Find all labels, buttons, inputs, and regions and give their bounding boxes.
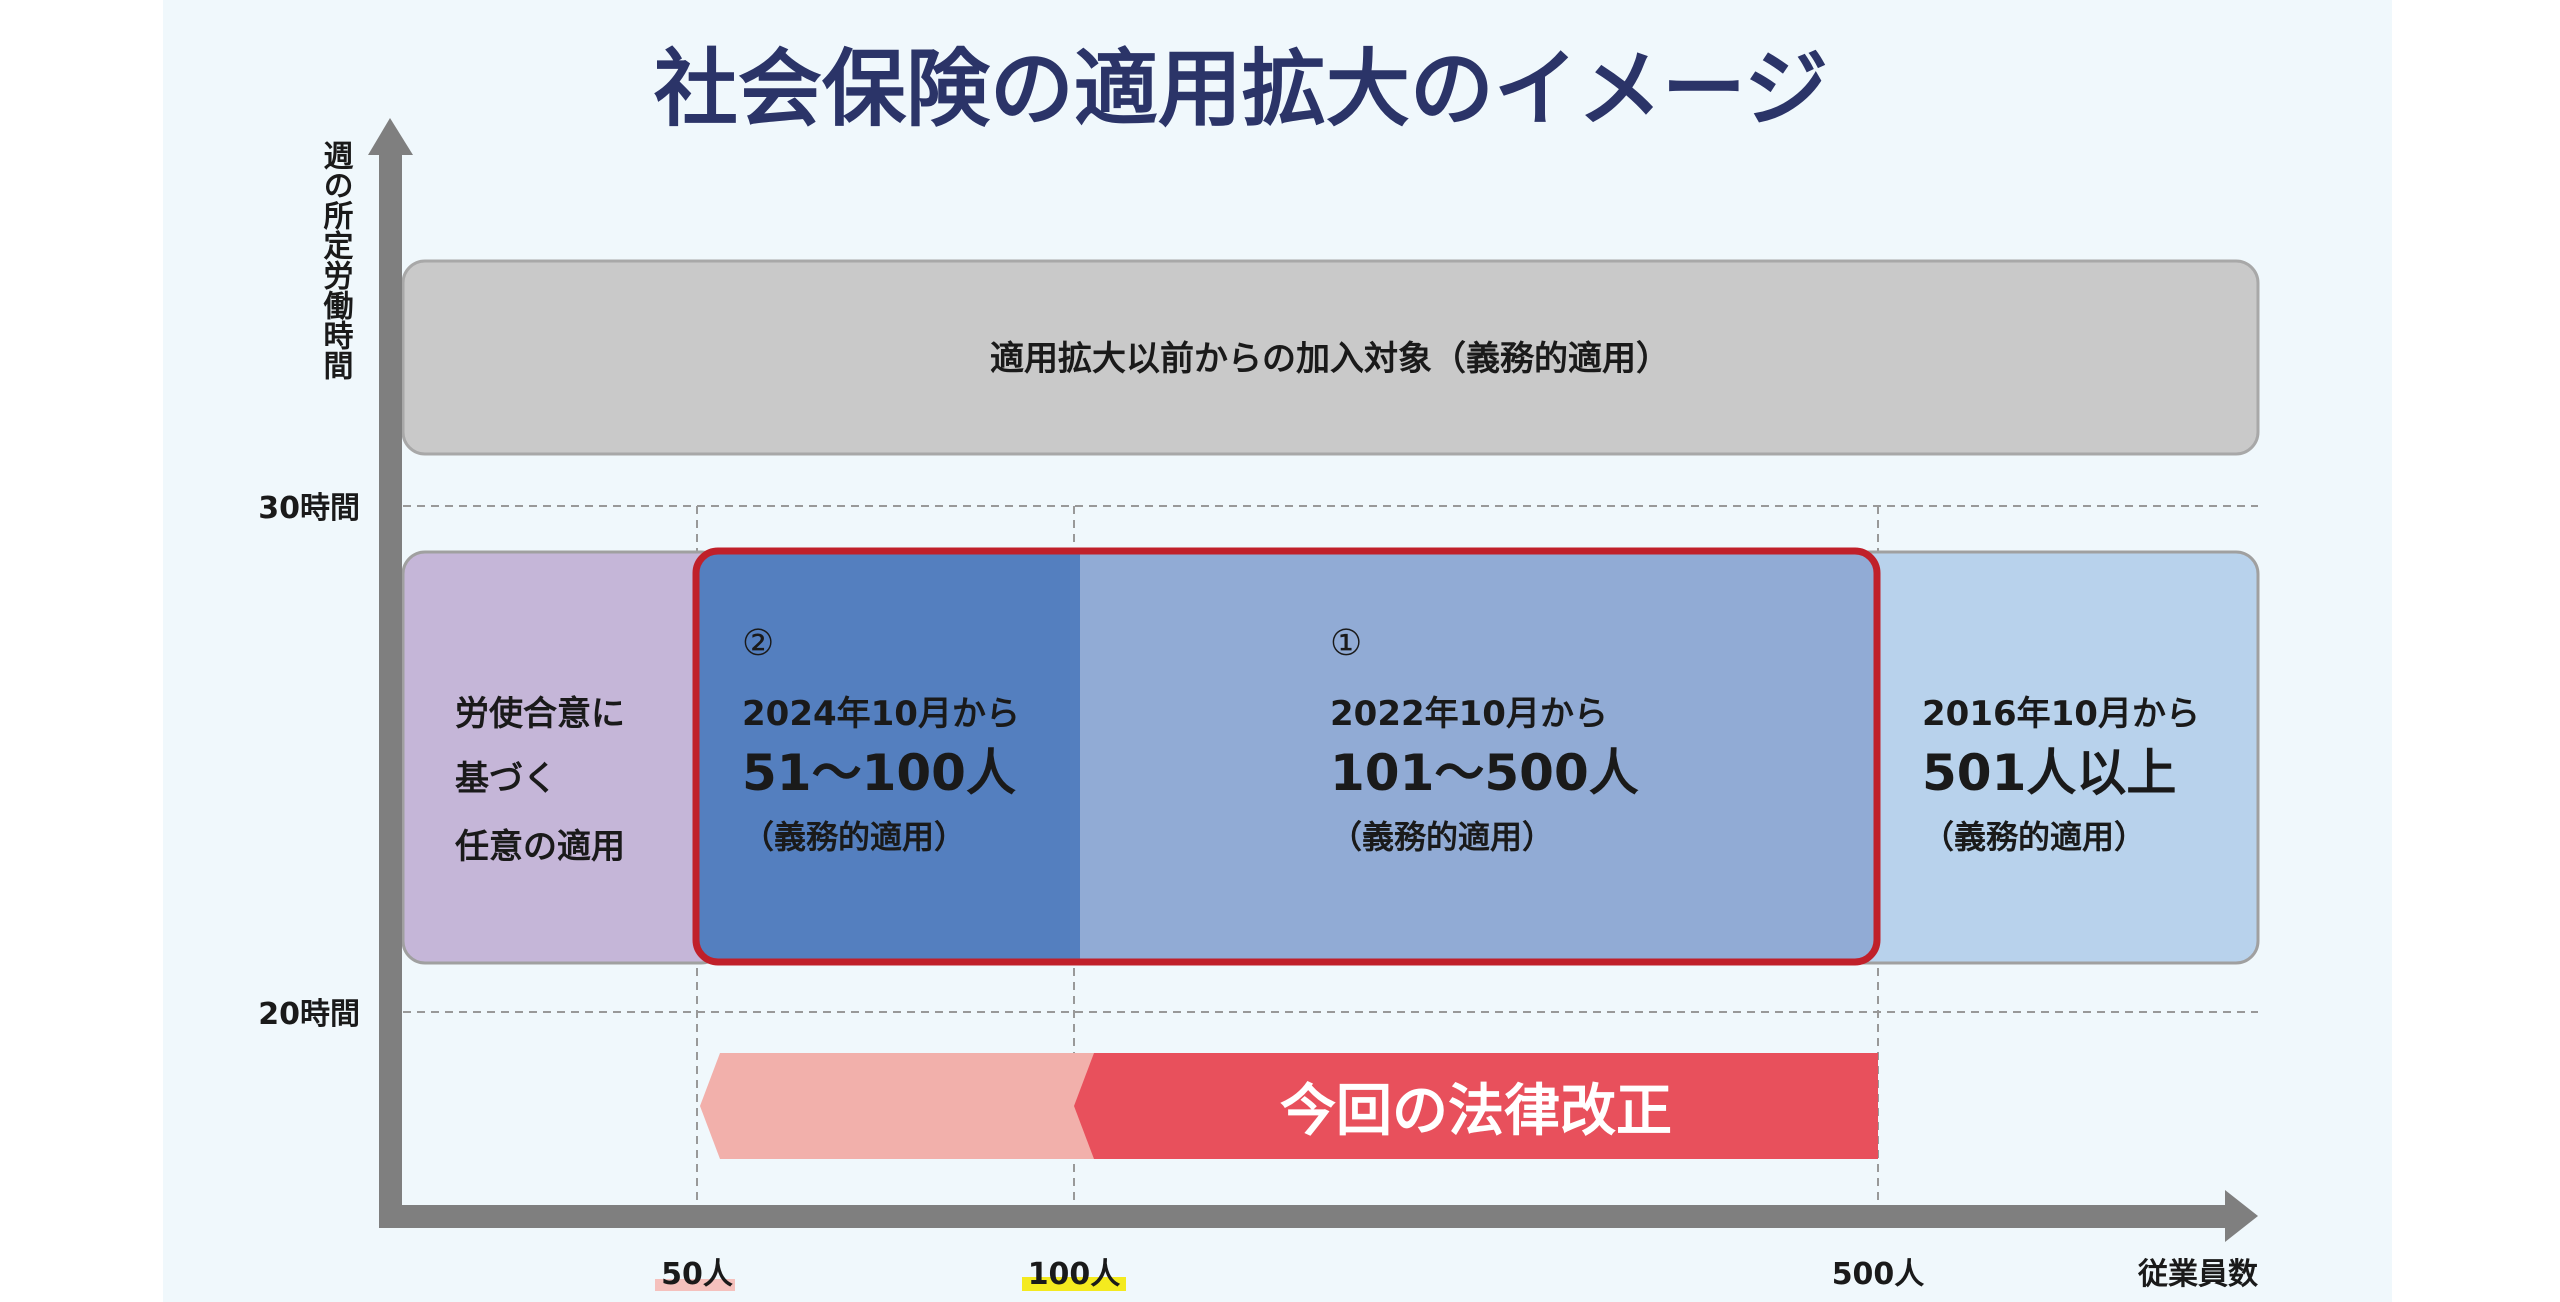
voluntary-line-3: 任意の適用 [455, 827, 625, 867]
marker-1: ① [1330, 623, 1362, 664]
marker-2: ② [742, 623, 774, 664]
x-tick-50: 50人 [661, 1257, 733, 1292]
range-101-500: 101〜500人 [1330, 744, 1639, 802]
y-axis [379, 150, 402, 1228]
voluntary-line-2: 基づく [455, 759, 557, 799]
tick-100-highlight [1022, 1277, 1126, 1291]
reform-highlight-outline [692, 547, 1881, 966]
x-tick-500: 500人 [1832, 1257, 1925, 1292]
x-axis [379, 1205, 2229, 1228]
pre-expansion-label: 適用拡大以前からの加入対象（義務的適用） [990, 339, 1670, 379]
date-2016: 2016年10月から [1922, 694, 2200, 734]
date-2022: 2022年10月から [1330, 694, 1608, 734]
date-2024: 2024年10月から [742, 694, 1020, 734]
reform-arrow-2024 [700, 1053, 1094, 1159]
note-501-plus: （義務的適用） [1922, 818, 2146, 856]
page-title: 社会保険の適用拡大のイメージ [654, 40, 1828, 138]
y-tick-30h: 30時間 [258, 491, 360, 526]
pre-expansion-box [401, 259, 2260, 456]
y-tick-20h: 20時間 [258, 997, 360, 1032]
x-axis-arrowhead [2225, 1190, 2258, 1242]
y-axis-label: 週の所定労働時間 [318, 140, 355, 380]
voluntary-box [401, 550, 725, 965]
note-101-500: （義務的適用） [1330, 818, 1554, 856]
reform-label: 今回の法律改正 [1280, 1079, 1672, 1144]
tick-50-underline [655, 1279, 735, 1291]
box-51-100 [697, 552, 1080, 963]
note-51-100: （義務的適用） [742, 818, 966, 856]
range-51-100: 51〜100人 [742, 744, 1016, 802]
x-tick-100: 100人 [1028, 1257, 1121, 1292]
y-axis-arrowhead [368, 118, 413, 155]
reform-arrow-2022 [1074, 1053, 1878, 1159]
range-501-plus: 501人以上 [1922, 744, 2176, 802]
voluntary-line-1: 労使合意に [455, 694, 625, 734]
x-axis-label: 従業員数 [2137, 1257, 2259, 1292]
